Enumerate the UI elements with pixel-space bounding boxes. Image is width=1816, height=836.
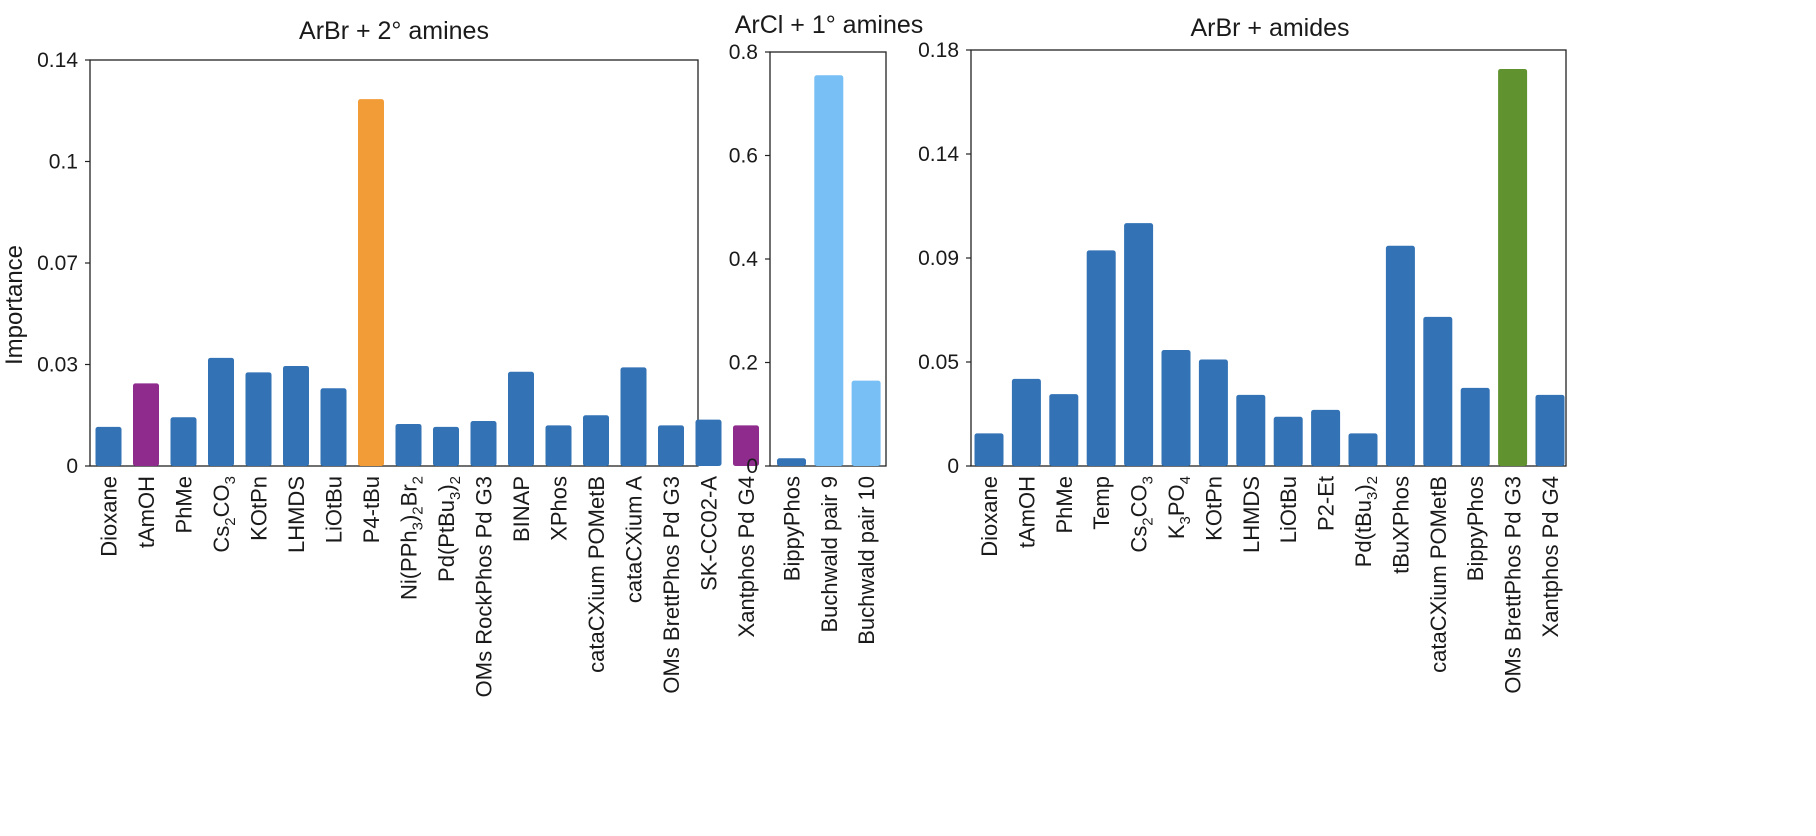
x-category-label: P4-tBu xyxy=(359,476,384,543)
x-category-label: KOtPn xyxy=(247,476,272,541)
bar xyxy=(1011,378,1041,466)
chart-panel-3: ArBr + amides 0 0.05 0.09 0.14 0.18 Dioxane tAm… xyxy=(918,14,1567,694)
bar xyxy=(508,371,534,466)
x-category-label: Cs2CO3 xyxy=(1127,476,1157,553)
x-category-label: BINAP xyxy=(509,476,534,542)
bar xyxy=(1498,68,1528,466)
bar xyxy=(320,388,347,466)
x-category-label: OMs RockPhos Pd G3 xyxy=(472,476,497,697)
y-tick-label: 0 xyxy=(947,455,959,478)
x-category-label: Dioxane xyxy=(977,476,1002,557)
y-tick-label: 0 xyxy=(746,455,758,478)
y-tick-label: 0.18 xyxy=(918,39,959,62)
bar xyxy=(470,421,497,466)
y-tick-label: 0.09 xyxy=(918,247,959,270)
x-category-label: Dioxane xyxy=(97,476,122,557)
bar xyxy=(545,425,572,466)
bar xyxy=(1198,359,1228,466)
y-tick-label: 0.14 xyxy=(37,49,78,72)
bar xyxy=(433,426,459,466)
chart-title: ArCl + 1° amines xyxy=(735,11,924,39)
x-category-label: OMs BrettPhos Pd G3 xyxy=(1501,476,1526,694)
bar xyxy=(283,365,309,466)
x-category-label: tAmOH xyxy=(1014,476,1039,548)
bar xyxy=(170,417,197,466)
x-category-label: Temp xyxy=(1089,476,1114,530)
x-category-label: K3PO4 xyxy=(1164,476,1194,539)
x-category-label: SK-CC02-A xyxy=(697,476,722,591)
chart-panel-2: ArCl + 1° amines 0 0.2 0.4 0.6 0.8 BippyPhos Bu… xyxy=(729,11,923,645)
bar xyxy=(1086,250,1116,466)
bar xyxy=(814,75,844,466)
x-category-label: LHMDS xyxy=(1239,476,1264,553)
y-tick-label: 0.03 xyxy=(37,354,78,377)
y-tick-label: 0.4 xyxy=(729,248,759,271)
bar xyxy=(620,367,647,466)
y-tick-label: 0 xyxy=(66,455,78,478)
bar xyxy=(777,458,806,466)
bar xyxy=(695,419,722,466)
bar xyxy=(733,425,759,466)
bar xyxy=(1311,409,1341,466)
x-category-label: LHMDS xyxy=(284,476,309,553)
bar xyxy=(1273,416,1303,466)
y-tick-label: 0.2 xyxy=(729,352,758,375)
bar xyxy=(208,357,234,466)
bar xyxy=(1049,394,1079,466)
y-tick-label: 0.05 xyxy=(918,351,959,374)
chart-panel-1: ArBr + 2° amines 0 0.03 0.07 0.1 0.14 Dioxane t… xyxy=(37,17,759,697)
x-category-label: XPhos xyxy=(547,476,572,541)
bar xyxy=(1535,394,1565,466)
bar xyxy=(658,425,684,466)
x-category-label: OMs BrettPhos Pd G3 xyxy=(659,476,684,694)
x-category-label: BippyPhos xyxy=(780,476,805,581)
chart-title: ArBr + amides xyxy=(1190,14,1349,42)
x-category-label: Ni(PPh3)2Br2 xyxy=(397,476,427,600)
x-category-label: Buchwald pair 9 xyxy=(817,476,842,633)
bar xyxy=(583,415,609,466)
bar xyxy=(245,372,272,466)
y-tick-label: 0.8 xyxy=(729,41,758,64)
bar xyxy=(95,426,122,466)
bar xyxy=(1348,433,1378,466)
x-category-label: Buchwald pair 10 xyxy=(854,476,879,645)
x-category-label: Pd(PtBu3)2 xyxy=(434,476,464,582)
bar xyxy=(133,383,159,466)
x-category-label: cataCXium POMetB xyxy=(1426,476,1451,673)
x-category-label: cataCXium POMetB xyxy=(584,476,609,673)
x-category-label: PhMe xyxy=(172,476,197,533)
x-category-label: BippyPhos xyxy=(1463,476,1488,581)
x-category-label: LiOtBu xyxy=(1276,476,1301,543)
x-category-label: Xantphos Pd G4 xyxy=(734,476,759,637)
x-category-label: tAmOH xyxy=(134,476,159,548)
x-category-label: LiOtBu xyxy=(322,476,347,543)
y-tick-label: 0.07 xyxy=(37,252,78,275)
x-category-label: Pd(tBu3)2 xyxy=(1351,476,1381,567)
bar xyxy=(358,99,384,467)
x-category-label: tBuXPhos xyxy=(1388,476,1413,574)
x-category-label: cataCXium A xyxy=(622,476,647,603)
bar xyxy=(1460,387,1490,466)
y-axis-label: Importance xyxy=(1,245,28,365)
bar xyxy=(851,380,881,466)
x-category-label: KOtPn xyxy=(1201,476,1226,541)
bar xyxy=(1124,223,1154,466)
y-tick-label: 0.1 xyxy=(49,151,78,174)
x-category-label: PhMe xyxy=(1052,476,1077,533)
bar xyxy=(1423,316,1453,466)
x-category-label: Xantphos Pd G4 xyxy=(1538,476,1563,637)
bar xyxy=(974,433,1004,466)
bar xyxy=(1385,245,1415,466)
x-category-label: P2-Et xyxy=(1314,476,1339,531)
x-category-label: Cs2CO3 xyxy=(209,476,239,553)
y-tick-label: 0.14 xyxy=(918,143,959,166)
bar xyxy=(395,423,422,466)
chart-title: ArBr + 2° amines xyxy=(299,17,489,45)
bar xyxy=(1236,394,1266,466)
plot-frame xyxy=(89,59,699,467)
y-tick-label: 0.6 xyxy=(729,145,758,168)
bar xyxy=(1161,349,1191,466)
